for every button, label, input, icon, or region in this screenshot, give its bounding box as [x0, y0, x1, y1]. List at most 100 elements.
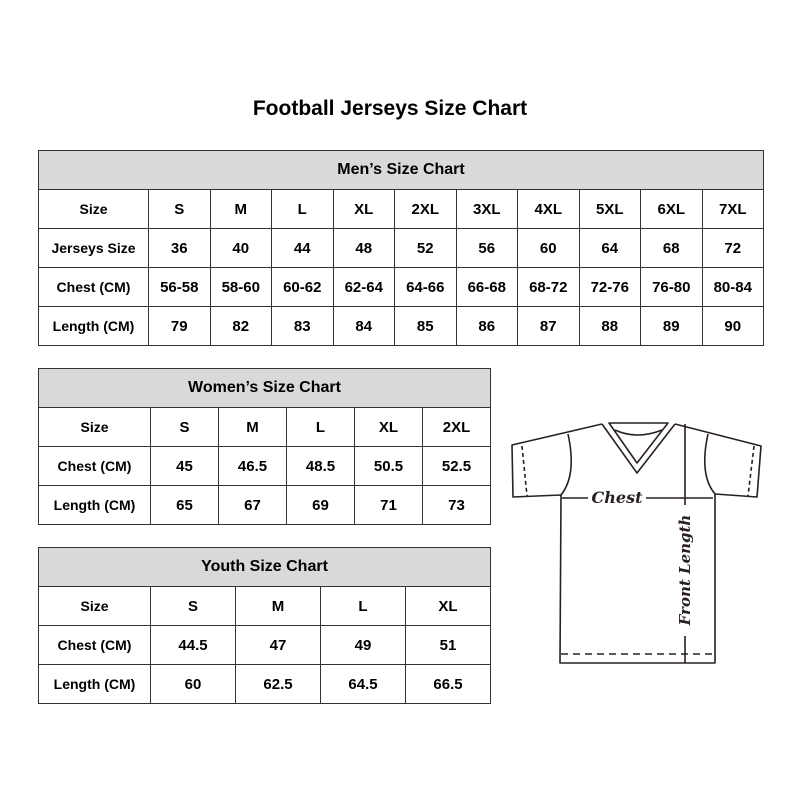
table-cell: 45 — [150, 446, 219, 486]
table-row: Chest (CM) 56-58 58-60 60-62 62-64 64-66 66-68… — [38, 267, 764, 307]
table-cell: L — [320, 586, 406, 626]
left-cuff-dash — [521, 445, 528, 497]
row-label: Length (CM) — [38, 485, 151, 525]
table-cell: 60 — [517, 228, 580, 268]
table-cell: 69 — [286, 485, 355, 525]
table-cell: 62.5 — [235, 664, 321, 704]
table-cell: 88 — [578, 306, 641, 346]
table-cell: 85 — [394, 306, 457, 346]
table-cell: 86 — [455, 306, 518, 346]
table-row: Chest (CM) 45 46.5 48.5 50.5 52.5 — [38, 446, 491, 486]
table-heading: Women’s Size Chart — [38, 368, 491, 408]
table-cell: 51 — [405, 625, 491, 665]
jersey-diagram: Chest Front Length — [511, 422, 762, 664]
row-label: Jerseys Size — [38, 228, 149, 268]
table-heading: Youth Size Chart — [38, 547, 491, 587]
table-row: Jerseys Size 36 40 44 48 52 56 60 64 68 72 — [38, 228, 764, 268]
table-row: Chest (CM) 44.5 47 49 51 — [38, 625, 491, 665]
table-cell: 48.5 — [286, 446, 355, 486]
chest-label: Chest — [592, 488, 644, 507]
table-row: Length (CM) 79 82 83 84 85 86 87 88 89 90 — [38, 306, 764, 346]
table-cell: 66.5 — [405, 664, 491, 704]
table-cell: 36 — [148, 228, 211, 268]
table-cell: L — [271, 189, 334, 229]
table-cell: M — [235, 586, 321, 626]
page-title: Football Jerseys Size Chart — [252, 97, 528, 120]
table-row: Length (CM) 65 67 69 71 73 — [38, 485, 491, 525]
table-cell: 46.5 — [218, 446, 287, 486]
table-cell: 83 — [271, 306, 334, 346]
table-cell: 40 — [209, 228, 272, 268]
collar-inner — [608, 422, 669, 464]
table-cell: 80-84 — [701, 267, 764, 307]
table-cell: 2XL — [394, 189, 457, 229]
table-cell: XL — [354, 407, 423, 447]
youth-size-table: Youth Size Chart Size S M L XL Chest (CM) 44.5 4… — [38, 547, 491, 704]
table-cell: XL — [332, 189, 395, 229]
table-cell: 71 — [354, 485, 423, 525]
row-label: Size — [38, 407, 151, 447]
front-length-label: Front Length — [676, 515, 694, 627]
table-cell: 58-60 — [209, 267, 272, 307]
table-cell: M — [209, 189, 272, 229]
table-cell: 82 — [209, 306, 272, 346]
table-cell: M — [218, 407, 287, 447]
table-cell: 3XL — [455, 189, 518, 229]
table-heading: Men’s Size Chart — [38, 150, 764, 190]
table-row: Size S M L XL 2XL 3XL 4XL 5XL 6XL 7XL — [38, 189, 764, 229]
table-cell: S — [148, 189, 211, 229]
row-label: Chest (CM) — [38, 267, 149, 307]
table-cell: 65 — [150, 485, 219, 525]
table-cell: 6XL — [640, 189, 703, 229]
right-sleeve-seam — [703, 433, 716, 495]
table-cell: 64-66 — [394, 267, 457, 307]
table-cell: L — [286, 407, 355, 447]
table-cell: 44.5 — [150, 625, 236, 665]
table-cell: 87 — [517, 306, 580, 346]
row-label: Chest (CM) — [38, 625, 151, 665]
collar-back — [614, 429, 663, 436]
table-cell: 68 — [640, 228, 703, 268]
table-cell: 2XL — [422, 407, 491, 447]
table-cell: 64.5 — [320, 664, 406, 704]
table-cell: 67 — [218, 485, 287, 525]
table-cell: 89 — [640, 306, 703, 346]
table-row: Size S M L XL — [38, 586, 491, 626]
table-cell: 72 — [701, 228, 764, 268]
row-label: Size — [38, 189, 149, 229]
jersey-outline — [511, 423, 762, 664]
table-cell: 48 — [332, 228, 395, 268]
row-label: Length (CM) — [38, 664, 151, 704]
table-cell: 44 — [271, 228, 334, 268]
table-cell: S — [150, 407, 219, 447]
table-cell: 52 — [394, 228, 457, 268]
table-row: Size S M L XL 2XL — [38, 407, 491, 447]
table-cell: 68-72 — [517, 267, 580, 307]
table-cell: 56 — [455, 228, 518, 268]
table-cell: 90 — [701, 306, 764, 346]
table-cell: 50.5 — [354, 446, 423, 486]
row-label: Length (CM) — [38, 306, 149, 346]
table-cell: 76-80 — [640, 267, 703, 307]
table-cell: 73 — [422, 485, 491, 525]
right-cuff-dash — [747, 445, 755, 497]
table-cell: 79 — [148, 306, 211, 346]
table-cell: XL — [405, 586, 491, 626]
row-label: Chest (CM) — [38, 446, 151, 486]
table-cell: 4XL — [517, 189, 580, 229]
table-cell: 56-58 — [148, 267, 211, 307]
table-cell: 62-64 — [332, 267, 395, 307]
table-cell: S — [150, 586, 236, 626]
table-cell: 60 — [150, 664, 236, 704]
table-row: Length (CM) 60 62.5 64.5 66.5 — [38, 664, 491, 704]
table-cell: 52.5 — [422, 446, 491, 486]
table-cell: 60-62 — [271, 267, 334, 307]
left-sleeve-seam — [560, 433, 573, 496]
table-cell: 84 — [332, 306, 395, 346]
table-cell: 72-76 — [578, 267, 641, 307]
table-cell: 5XL — [578, 189, 641, 229]
womens-size-table: Women’s Size Chart Size S M L XL 2XL Chest (CM)… — [38, 368, 491, 525]
table-cell: 64 — [578, 228, 641, 268]
mens-size-table: Men’s Size Chart Size S M L XL 2XL 3XL 4XL 5XL 6XL… — [38, 150, 764, 346]
collar-outer — [601, 423, 676, 474]
